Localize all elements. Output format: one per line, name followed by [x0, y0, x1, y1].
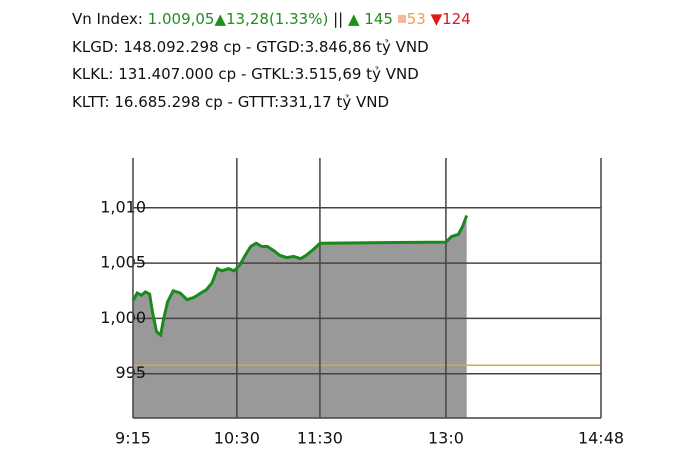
- decliners: ▼124: [430, 10, 471, 28]
- separator: ||: [333, 10, 344, 28]
- index-value: 1.009,05▲13,28(1.33%): [147, 10, 329, 28]
- x-tick-label: 9:15: [115, 429, 151, 448]
- y-tick-label: 1,005: [100, 253, 146, 272]
- unchanged-icon: [397, 15, 406, 23]
- advancers: ▲ 145: [347, 10, 393, 28]
- header: Vn Index: 1.009,05▲13,28(1.33%) || ▲ 145…: [72, 6, 471, 116]
- x-tick-label: 11:30: [297, 429, 343, 448]
- volume-line: KLTT: 16.685.298 cp - GTTT:331,17 tỷ VND: [72, 92, 389, 111]
- x-tick-label: 14:48: [578, 429, 624, 448]
- index-label: Vn Index:: [72, 10, 143, 28]
- x-tick-label: 13:0: [428, 429, 464, 448]
- volume-line: KLGD: 148.092.298 cp - GTGD:3.846,86 tỷ …: [72, 37, 429, 56]
- y-tick-label: 1,010: [100, 197, 146, 216]
- x-tick-label: 10:30: [214, 429, 260, 448]
- unchanged: 53: [406, 10, 426, 28]
- line: [131, 215, 469, 338]
- volume-line: KLKL: 131.407.000 cp - GTKL:3.515,69 tỷ …: [72, 65, 419, 83]
- y-tick-label: 995: [115, 363, 146, 382]
- index-line: Vn Index: 1.009,05▲13,28(1.33%) || ▲ 145…: [72, 6, 471, 34]
- y-tick-label: 1,000: [100, 308, 146, 327]
- area: [133, 215, 467, 418]
